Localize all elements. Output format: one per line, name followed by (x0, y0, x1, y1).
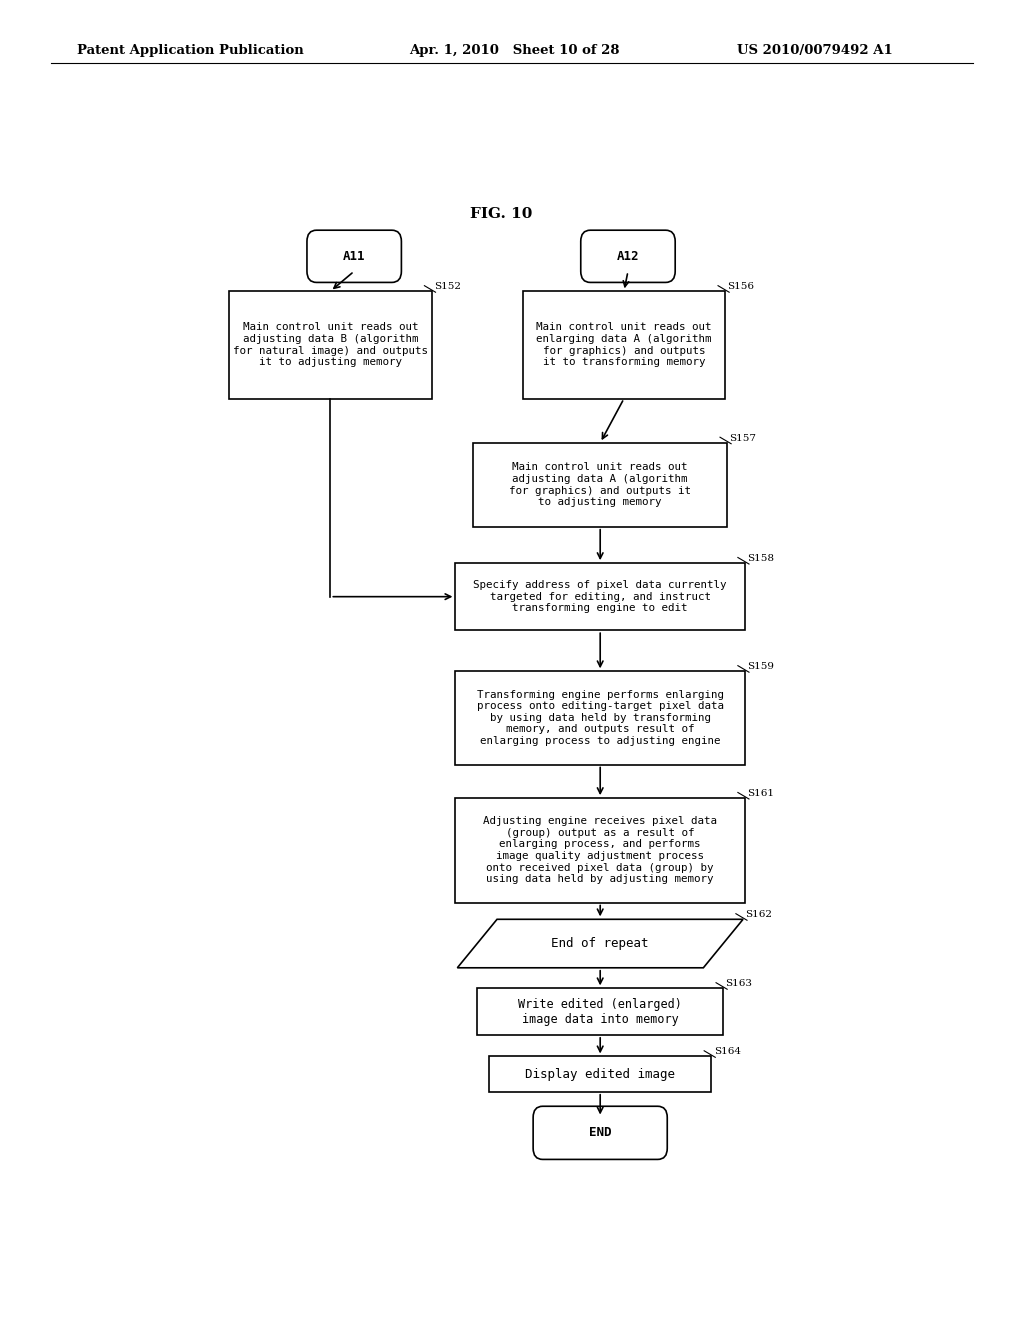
Text: Patent Application Publication: Patent Application Publication (77, 44, 303, 57)
Text: S158: S158 (748, 554, 774, 564)
FancyBboxPatch shape (456, 564, 745, 630)
FancyBboxPatch shape (523, 292, 725, 399)
FancyBboxPatch shape (581, 230, 675, 282)
FancyBboxPatch shape (477, 989, 723, 1035)
Text: Adjusting engine receives pixel data
(group) output as a result of
enlarging pro: Adjusting engine receives pixel data (gr… (483, 816, 717, 884)
Text: A11: A11 (343, 249, 366, 263)
Text: S157: S157 (729, 434, 757, 442)
Text: S161: S161 (748, 789, 774, 799)
FancyBboxPatch shape (473, 442, 727, 527)
FancyBboxPatch shape (229, 292, 431, 399)
Text: END: END (589, 1126, 611, 1139)
Text: Transforming engine performs enlarging
process onto editing-target pixel data
by: Transforming engine performs enlarging p… (477, 689, 724, 746)
Text: End of repeat: End of repeat (552, 937, 649, 950)
FancyBboxPatch shape (534, 1106, 668, 1159)
Text: S152: S152 (434, 282, 461, 292)
Text: US 2010/0079492 A1: US 2010/0079492 A1 (737, 44, 893, 57)
FancyBboxPatch shape (307, 230, 401, 282)
Text: S159: S159 (748, 663, 774, 672)
Text: Specify address of pixel data currently
targeted for editing, and instruct
trans: Specify address of pixel data currently … (473, 579, 727, 614)
Text: S164: S164 (714, 1047, 740, 1056)
FancyBboxPatch shape (489, 1056, 712, 1092)
Text: S162: S162 (745, 911, 772, 919)
Text: Apr. 1, 2010   Sheet 10 of 28: Apr. 1, 2010 Sheet 10 of 28 (410, 44, 621, 57)
Polygon shape (458, 919, 743, 968)
FancyBboxPatch shape (456, 799, 745, 903)
Text: Display edited image: Display edited image (525, 1068, 675, 1081)
Text: A12: A12 (616, 249, 639, 263)
Text: Main control unit reads out
enlarging data A (algorithm
for graphics) and output: Main control unit reads out enlarging da… (537, 322, 712, 367)
Text: S163: S163 (726, 979, 753, 989)
Text: FIG. 10: FIG. 10 (470, 207, 532, 222)
Text: S156: S156 (728, 282, 755, 292)
Text: Main control unit reads out
adjusting data B (algorithm
for natural image) and o: Main control unit reads out adjusting da… (232, 322, 428, 367)
Text: Main control unit reads out
adjusting data A (algorithm
for graphics) and output: Main control unit reads out adjusting da… (509, 462, 691, 507)
Text: Write edited (enlarged)
image data into memory: Write edited (enlarged) image data into … (518, 998, 682, 1026)
FancyBboxPatch shape (456, 672, 745, 764)
